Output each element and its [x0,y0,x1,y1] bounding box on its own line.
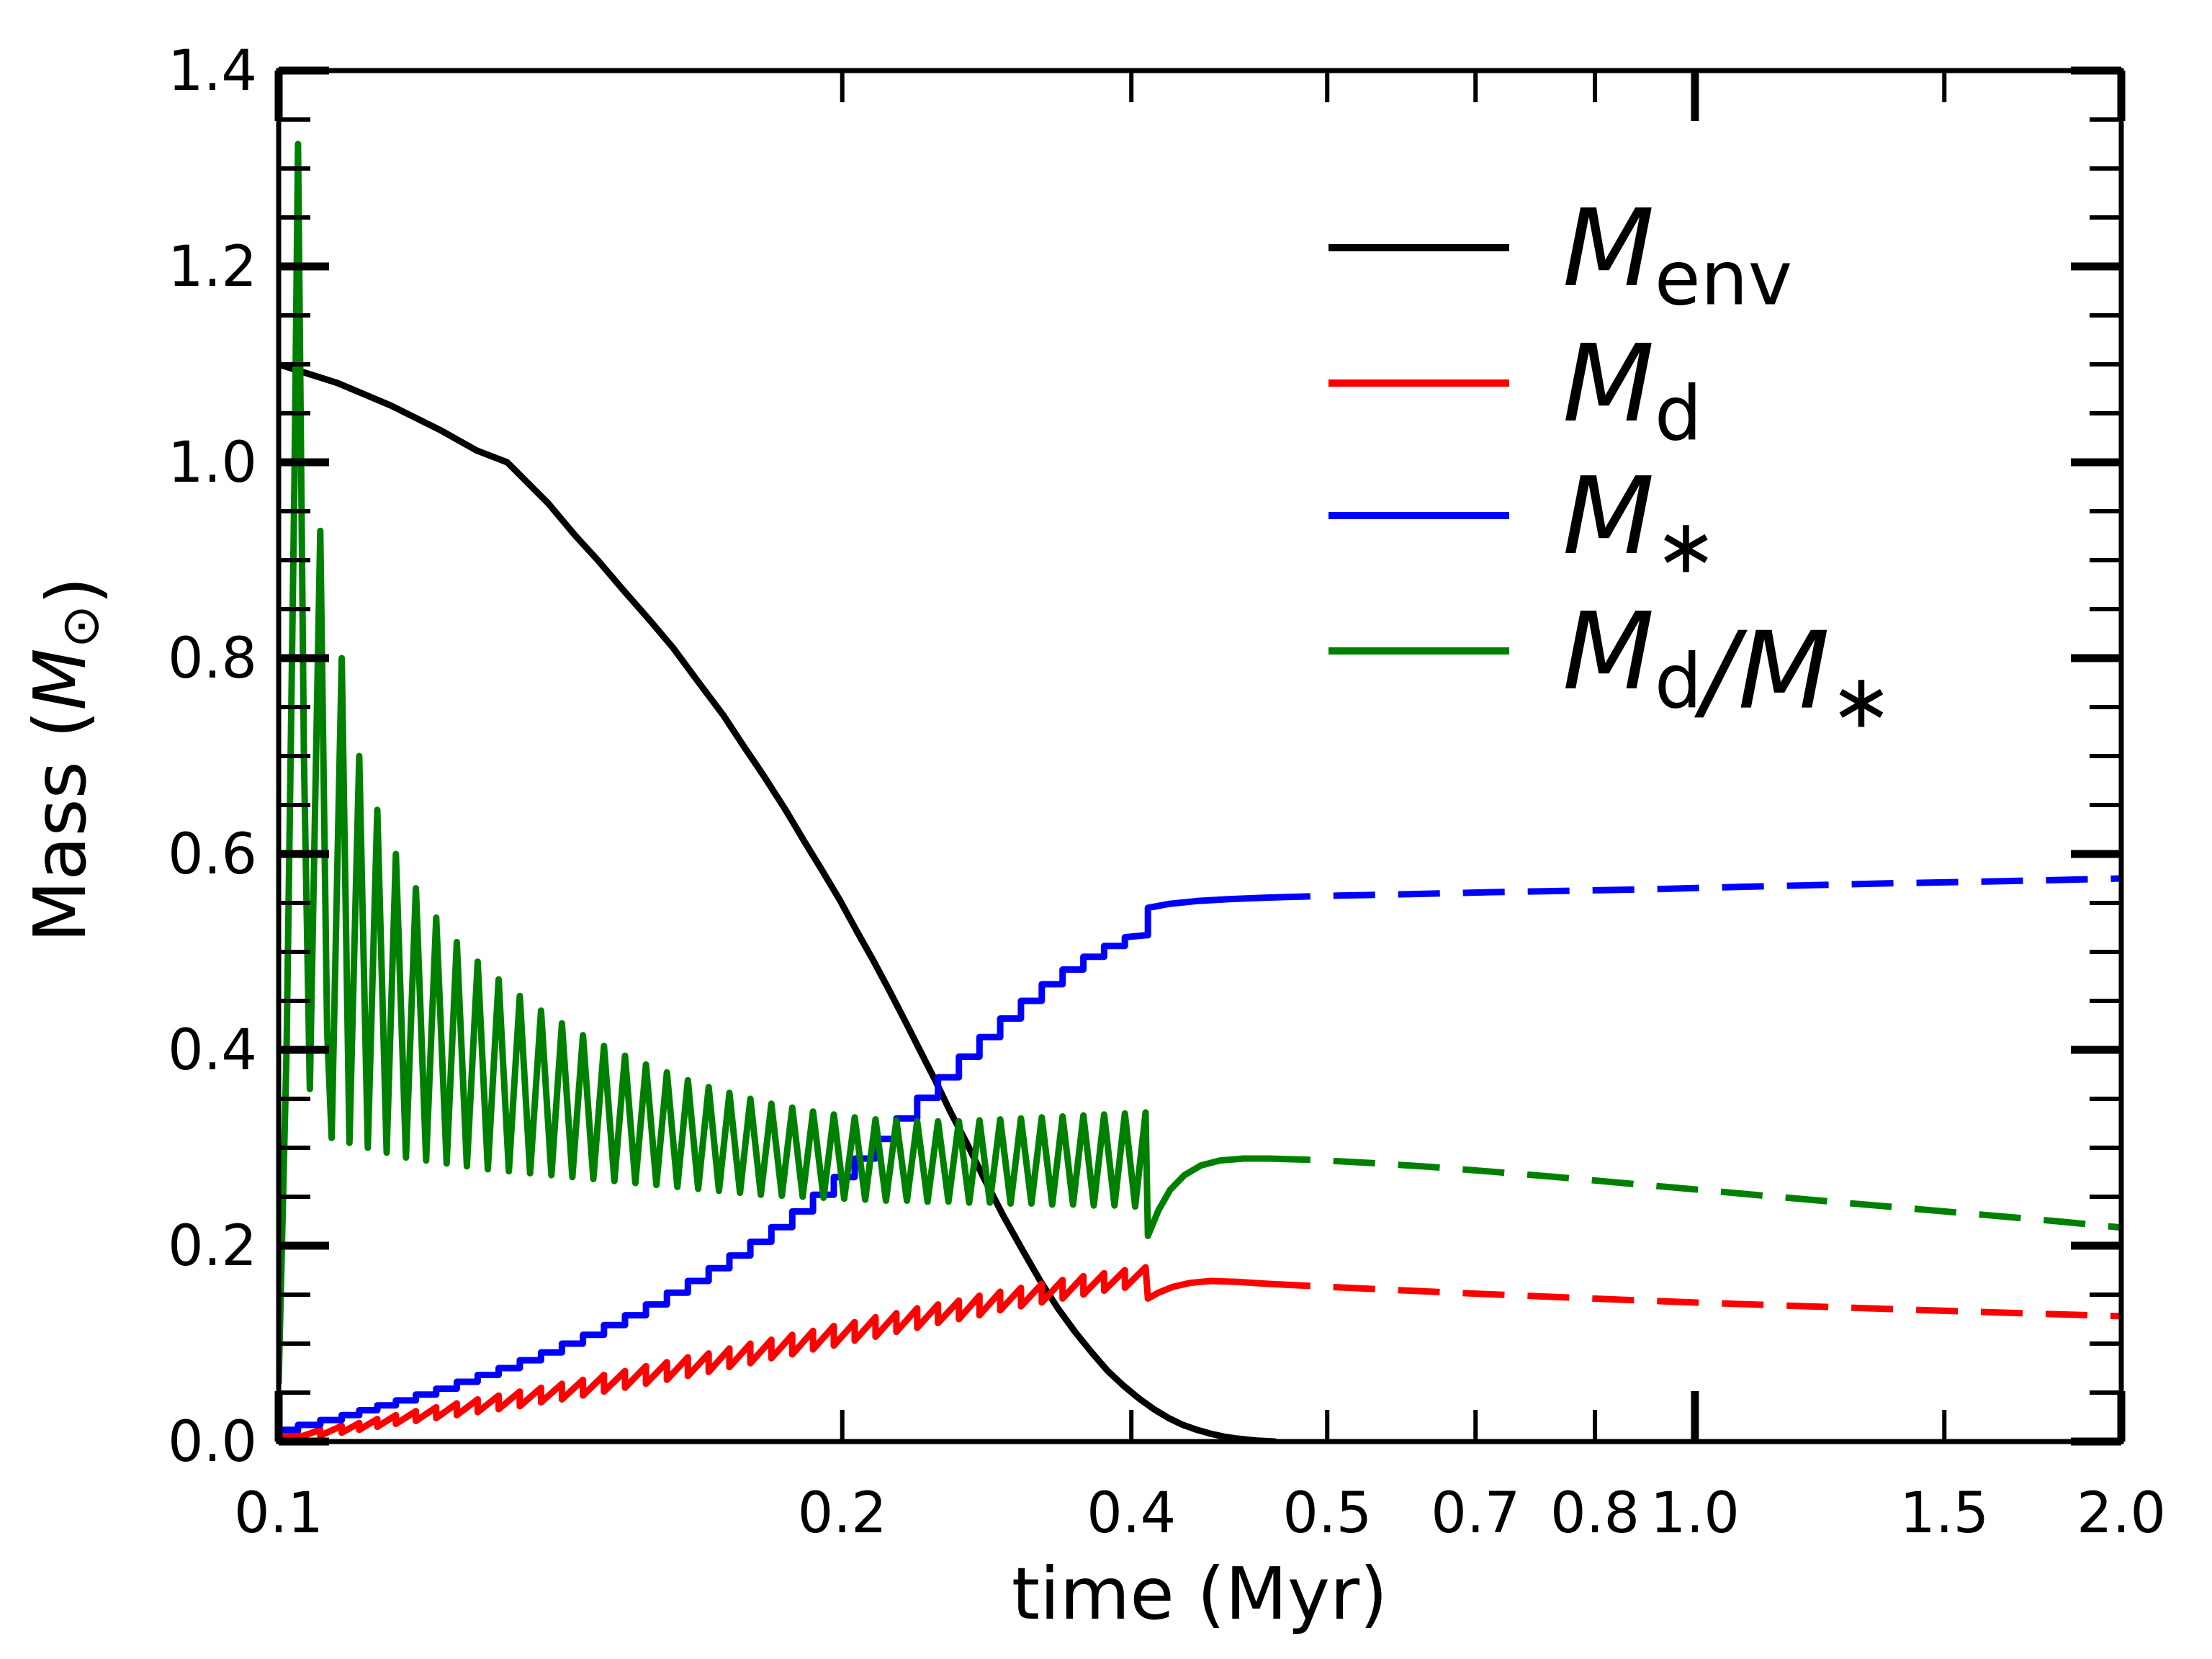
x-tick-label: 0.4 [1087,1481,1176,1546]
subscript: ⊙ [50,605,110,648]
mstar-solid-line [279,894,1272,1434]
legend-label-ratio: Md/M∗ [1563,590,1892,745]
label-segment: M [1563,590,1655,714]
y-tick-label: 0.0 [168,1410,257,1475]
axes-frame [274,66,2126,1446]
subscript: ∗ [1655,503,1717,590]
curve-layer [279,140,2121,1442]
subscript: ∗ [1830,657,1892,745]
y-tick-label: 1.0 [168,431,257,495]
y-tick-label: 0.6 [168,822,257,887]
y-tick-label: 1.2 [168,235,257,300]
subscript: d [1655,638,1702,726]
x-tick-label: 0.5 [1282,1481,1372,1546]
x-tick-label: 0.1 [234,1481,323,1546]
legend-entry-ratio: Md/M∗ [1328,590,1892,745]
y-tick-label: 0.8 [168,626,257,691]
label-segment: M [1563,186,1655,310]
x-tick-label: 1.0 [1650,1481,1740,1546]
subscript: d [1655,370,1702,458]
ratio-dashed-line [1268,1155,2121,1231]
legend-entry-md: Md [1328,322,1702,458]
legend-label-mstar: M∗ [1563,454,1717,590]
legend-label-md: Md [1563,322,1702,458]
y-tick-label: 0.4 [168,1018,257,1083]
y-tick-label: 0.2 [168,1214,257,1279]
x-axis-label: time (Myr) [1012,1552,1388,1636]
x-tick-label: 2.0 [2077,1481,2166,1546]
md-solid-line [279,1264,1272,1442]
legend-entry-mstar: M∗ [1328,454,1717,590]
x-tick-label: 0.8 [1550,1481,1640,1546]
plot-border [276,68,2124,1444]
subscript: env [1655,235,1792,323]
mstar-dashed-line [1268,875,2121,901]
label-segment: M [1563,454,1655,578]
legend-label-menv: Menv [1563,186,1792,323]
label-segment: M [18,648,102,710]
y-axis-label-text: Mass (M⊙) [18,577,115,943]
x-tick-label: 1.5 [1899,1481,1989,1546]
label-segment: M [1738,609,1830,733]
label-segment: ) [31,577,115,605]
legend-entry-menv: Menv [1328,186,1792,323]
label-segment: M [1563,322,1655,446]
label-segment: Mass ( [18,711,102,943]
y-axis-label: Mass (M⊙) [18,577,115,943]
md-dashed-line [1268,1280,2121,1320]
tick-labels: 0.1 0.2 0.4 0.5 0.7 0.8 1.0 1.5 2.00.00.20.40.60… [168,39,2166,1546]
y-tick-label: 1.4 [168,39,257,104]
ratio-solid-line [279,140,1272,1386]
x-tick-label: 0.2 [798,1481,887,1546]
menv-solid-line [279,361,1278,1442]
x-tick-label: 0.7 [1431,1481,1520,1546]
